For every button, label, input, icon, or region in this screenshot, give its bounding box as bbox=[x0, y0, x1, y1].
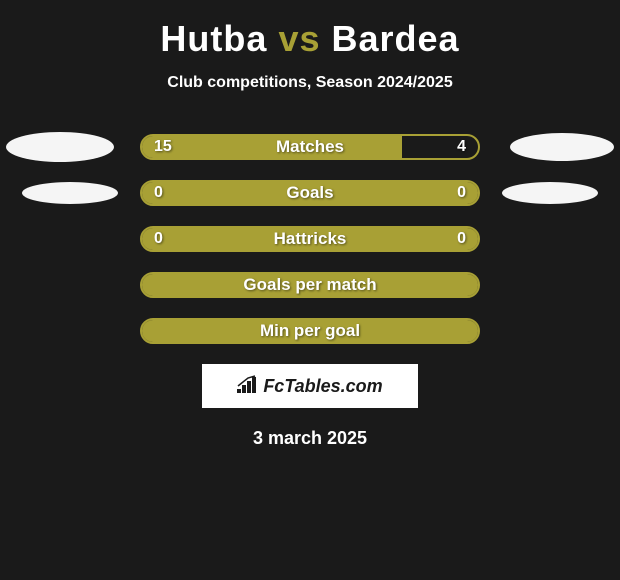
stat-label: Min per goal bbox=[142, 320, 478, 342]
stat-bar: 0 Hattricks 0 bbox=[140, 226, 480, 252]
stat-row-goals: 0 Goals 0 bbox=[0, 180, 620, 206]
stat-row-matches: 15 Matches 4 bbox=[0, 134, 620, 160]
stat-label: Matches bbox=[142, 136, 478, 158]
subtitle: Club competitions, Season 2024/2025 bbox=[0, 74, 620, 92]
avatar-placeholder-right bbox=[510, 133, 614, 161]
date-text: 3 march 2025 bbox=[0, 428, 620, 449]
stat-bar: Goals per match bbox=[140, 272, 480, 298]
avatar-placeholder-right bbox=[502, 182, 598, 204]
stat-value-right: 4 bbox=[457, 136, 466, 158]
stat-row-hattricks: 0 Hattricks 0 bbox=[0, 226, 620, 252]
vs-text: vs bbox=[278, 18, 320, 59]
avatar-placeholder-left bbox=[6, 132, 114, 162]
stat-bar: 0 Goals 0 bbox=[140, 180, 480, 206]
stat-value-right: 0 bbox=[457, 182, 466, 204]
stat-row-goals-per-match: Goals per match bbox=[0, 272, 620, 298]
player1-name: Hutba bbox=[160, 18, 267, 59]
page-title: Hutba vs Bardea bbox=[0, 0, 620, 60]
branding-text: FcTables.com bbox=[263, 376, 382, 397]
stat-row-min-per-goal: Min per goal bbox=[0, 318, 620, 344]
stat-label: Goals per match bbox=[142, 274, 478, 296]
stat-bar: Min per goal bbox=[140, 318, 480, 344]
comparison-container: 15 Matches 4 0 Goals 0 0 Hattricks 0 Goa… bbox=[0, 134, 620, 344]
avatar-placeholder-left bbox=[22, 182, 118, 204]
chart-icon bbox=[237, 375, 259, 398]
stat-label: Goals bbox=[142, 182, 478, 204]
player2-name: Bardea bbox=[332, 18, 460, 59]
branding-logo[interactable]: FcTables.com bbox=[202, 364, 418, 408]
stat-label: Hattricks bbox=[142, 228, 478, 250]
stat-bar: 15 Matches 4 bbox=[140, 134, 480, 160]
stat-value-right: 0 bbox=[457, 228, 466, 250]
